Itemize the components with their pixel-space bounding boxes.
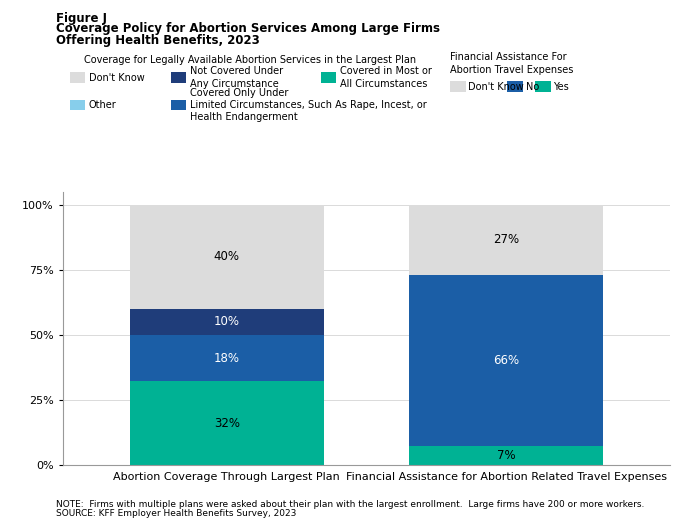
Text: Covered Only Under
Limited Circumstances, Such As Rape, Incest, or
Health Endang: Covered Only Under Limited Circumstances… xyxy=(190,88,426,122)
Text: 32%: 32% xyxy=(214,416,240,429)
Text: 18%: 18% xyxy=(214,352,240,364)
Text: Offering Health Benefits, 2023: Offering Health Benefits, 2023 xyxy=(56,34,260,47)
Bar xyxy=(409,446,603,465)
Text: Covered in Most or
All Circumstances: Covered in Most or All Circumstances xyxy=(340,67,432,89)
Text: No: No xyxy=(526,81,539,92)
Text: Yes: Yes xyxy=(554,81,570,92)
Text: Figure J: Figure J xyxy=(56,12,107,25)
Bar xyxy=(130,382,324,465)
Text: Coverage for Legally Available Abortion Services in the Largest Plan: Coverage for Legally Available Abortion … xyxy=(84,55,416,65)
Text: 66%: 66% xyxy=(493,354,519,367)
Text: NOTE:  Firms with multiple plans were asked about their plan with the largest en: NOTE: Firms with multiple plans were ask… xyxy=(56,500,644,509)
Bar xyxy=(130,205,324,309)
Text: Coverage Policy for Abortion Services Among Large Firms: Coverage Policy for Abortion Services Am… xyxy=(56,22,440,35)
Text: Not Covered Under
Any Circumstance: Not Covered Under Any Circumstance xyxy=(190,67,283,89)
Text: SOURCE: KFF Employer Health Benefits Survey, 2023: SOURCE: KFF Employer Health Benefits Sur… xyxy=(56,509,296,518)
Bar xyxy=(130,309,324,334)
Text: 40%: 40% xyxy=(214,250,240,263)
Text: 7%: 7% xyxy=(497,449,515,462)
Text: 27%: 27% xyxy=(493,233,519,246)
Text: 10%: 10% xyxy=(214,315,240,328)
Text: Don't Know: Don't Know xyxy=(89,72,144,83)
Bar xyxy=(409,275,603,446)
Text: Don't Know: Don't Know xyxy=(468,81,524,92)
Text: Financial Assistance For
Abortion Travel Expenses: Financial Assistance For Abortion Travel… xyxy=(450,52,574,75)
Bar xyxy=(130,334,324,382)
Text: Other: Other xyxy=(89,100,117,110)
Bar xyxy=(409,205,603,275)
